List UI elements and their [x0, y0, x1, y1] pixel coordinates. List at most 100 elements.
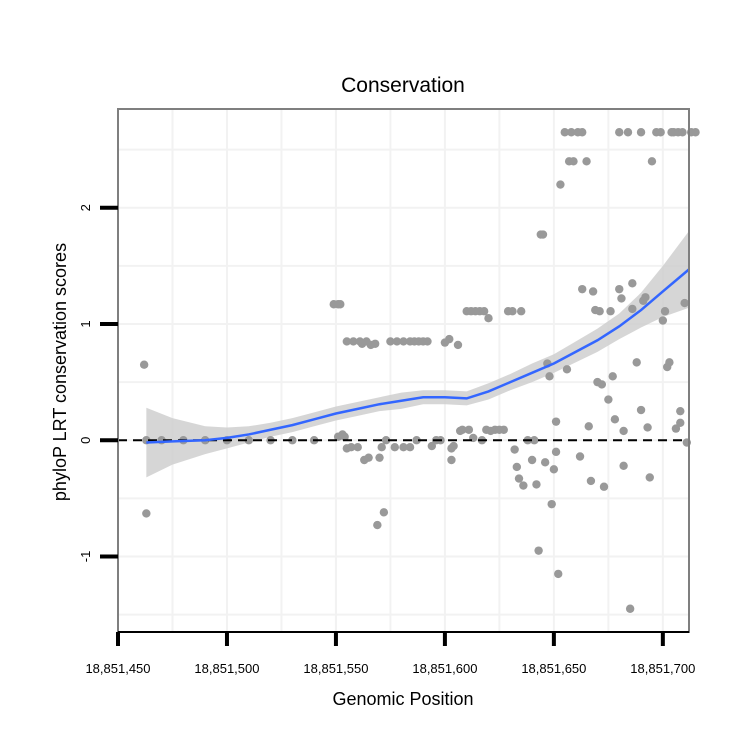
data-point	[562, 365, 572, 374]
data-point	[349, 337, 358, 346]
data-point	[636, 405, 646, 415]
data-point	[342, 337, 352, 346]
data-point	[386, 337, 395, 346]
x-axis: 18,851,450 18,851,500 18,851,550 18,851,600…	[85, 631, 695, 676]
data-point	[551, 417, 561, 426]
data-point	[519, 481, 528, 490]
data-point	[641, 293, 650, 302]
data-point	[405, 443, 415, 452]
plot-frame	[117, 108, 690, 633]
data-point	[656, 128, 665, 137]
data-point	[554, 569, 563, 579]
data-point	[527, 455, 537, 465]
x-tick-label: 18,851,550	[303, 661, 368, 676]
data-point	[336, 300, 345, 309]
data-point	[578, 128, 587, 137]
data-point	[660, 307, 670, 316]
data-point	[619, 461, 628, 471]
data-points	[139, 128, 700, 613]
data-point	[549, 465, 559, 474]
data-point	[479, 307, 489, 316]
data-point	[458, 425, 467, 434]
data-point	[658, 316, 668, 325]
data-point	[412, 436, 421, 445]
data-point	[423, 337, 432, 346]
data-point	[540, 458, 550, 467]
data-point	[615, 128, 624, 137]
data-point	[619, 426, 628, 436]
data-point	[647, 157, 657, 166]
data-point	[392, 337, 402, 346]
confidence-band-layer	[146, 231, 690, 478]
data-point	[464, 425, 474, 434]
data-point	[447, 455, 456, 465]
data-point	[588, 287, 598, 296]
data-point	[560, 128, 569, 137]
data-point	[512, 462, 522, 472]
data-point	[353, 443, 362, 452]
data-point	[680, 298, 689, 308]
data-point	[547, 499, 556, 509]
y-axis-label: phyloP LRT conservation scores	[50, 243, 70, 501]
chart-title: Conservation	[341, 74, 465, 97]
y-tick-label: 0	[78, 437, 93, 444]
data-point	[628, 304, 637, 314]
data-point	[333, 432, 343, 441]
data-point	[530, 436, 539, 445]
data-point	[691, 128, 700, 137]
data-point	[599, 482, 609, 491]
data-point	[375, 453, 384, 462]
data-point	[373, 520, 382, 530]
data-point	[575, 452, 585, 461]
data-point	[610, 415, 620, 424]
data-point	[445, 334, 454, 344]
data-point	[377, 443, 386, 452]
data-point	[381, 436, 391, 445]
data-point	[569, 157, 578, 166]
data-point	[142, 509, 151, 518]
data-point	[676, 418, 685, 427]
data-point	[399, 443, 408, 452]
data-point	[346, 443, 356, 452]
data-point	[453, 340, 463, 350]
data-point	[399, 337, 408, 346]
data-point	[514, 474, 524, 483]
data-point	[532, 480, 541, 489]
data-point	[665, 358, 674, 367]
data-point	[370, 339, 380, 348]
data-point	[623, 128, 633, 137]
confidence-band	[146, 231, 690, 478]
data-point	[390, 443, 399, 452]
data-point	[608, 372, 617, 381]
data-point	[538, 230, 548, 239]
data-point	[484, 314, 493, 323]
data-point	[595, 307, 604, 316]
data-point	[678, 128, 687, 137]
data-point	[556, 180, 565, 189]
data-point	[510, 445, 519, 454]
data-point	[671, 424, 681, 433]
x-tick-label: 18,851,650	[521, 661, 586, 676]
data-point	[340, 432, 349, 441]
data-point	[508, 307, 517, 316]
x-tick-label: 18,851,600	[412, 661, 477, 676]
data-point	[449, 441, 458, 451]
y-axis: -1 0 1 2	[78, 204, 118, 562]
data-point	[244, 436, 253, 445]
data-point	[643, 423, 652, 432]
data-point	[636, 128, 646, 137]
data-point	[288, 436, 297, 445]
smooth-trend-line	[146, 268, 690, 444]
y-tick-label: -1	[78, 551, 93, 563]
grid-lines	[117, 109, 689, 632]
data-point	[632, 358, 641, 367]
x-tick-label: 18,851,450	[85, 661, 150, 676]
data-point	[427, 441, 437, 451]
y-tick-label: 2	[78, 204, 93, 211]
data-point	[379, 508, 389, 517]
smooth-line-layer	[146, 268, 690, 444]
data-point	[617, 294, 626, 303]
data-point	[578, 284, 587, 294]
data-point	[625, 604, 635, 613]
